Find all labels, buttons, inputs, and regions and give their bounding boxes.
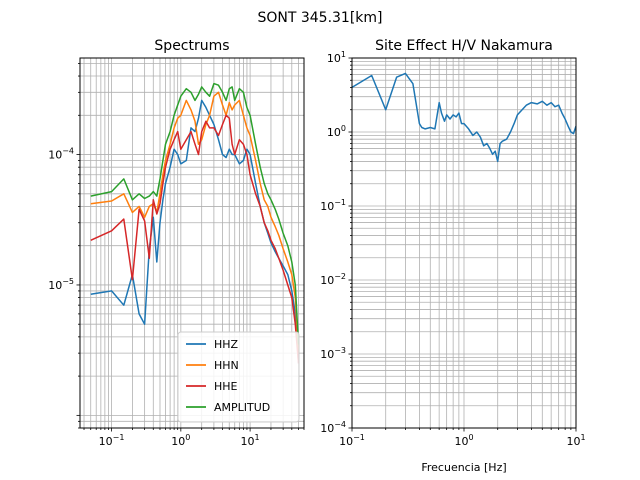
- y-tick-label: 10−1: [320, 198, 346, 213]
- hv-xlabel: Frecuencia [Hz]: [421, 461, 506, 474]
- spectrums-legend: HHZ HHN HHE AMPLITUD: [177, 331, 300, 423]
- hv-series: [352, 72, 576, 163]
- series-line-hhe: [90, 114, 300, 364]
- spectrums-ticks: 10−1 100 101 10−5 10−4: [48, 62, 305, 448]
- y-tick-label: 10−3: [320, 346, 346, 361]
- spectrums-axes: Spectrums 10−1 100 101 10−5 10−4 HHZ HHN HHE AM…: [48, 38, 305, 448]
- legend-label-amplitud: AMPLITUD: [214, 401, 270, 414]
- y-tick-label: 10−4: [48, 147, 74, 162]
- spectrums-frame: [79, 57, 305, 429]
- series-line-amplitud: [90, 82, 300, 345]
- y-tick-label: 10−5: [48, 277, 74, 292]
- y-tick-label: 101: [327, 50, 346, 65]
- x-tick-label: 10−1: [339, 433, 365, 448]
- legend-box: [177, 331, 300, 423]
- y-tick-label: 10−2: [320, 272, 346, 287]
- spectrums-title: Spectrums: [154, 38, 229, 54]
- legend-label-hhe: HHE: [214, 380, 238, 393]
- x-tick-label: 100: [454, 433, 473, 448]
- x-tick-label: 101: [241, 433, 260, 448]
- series-line-hhz: [90, 99, 300, 364]
- x-tick-label: 100: [171, 433, 190, 448]
- series-line-hv-hv-ratio: [352, 72, 576, 163]
- hv-axes: Site Effect H/V Nakamura 10−1 100 10110−41…: [320, 38, 585, 474]
- x-tick-label: 10−1: [99, 433, 125, 448]
- figure-title: SONT 345.31[km]: [257, 10, 382, 26]
- y-tick-label: 100: [327, 124, 346, 139]
- y-tick-label: 10−4: [320, 420, 346, 435]
- spectrums-series: [90, 82, 300, 364]
- hv-title: Site Effect H/V Nakamura: [375, 38, 553, 54]
- hv-grid: [351, 57, 577, 429]
- legend-label-hhz: HHZ: [214, 338, 239, 351]
- legend-label-hhn: HHN: [214, 359, 239, 372]
- hv-ticks: 10−1 100 101 10−4 10−3 10−2 10−1 100 101: [320, 50, 585, 448]
- x-tick-label: 101: [566, 433, 585, 448]
